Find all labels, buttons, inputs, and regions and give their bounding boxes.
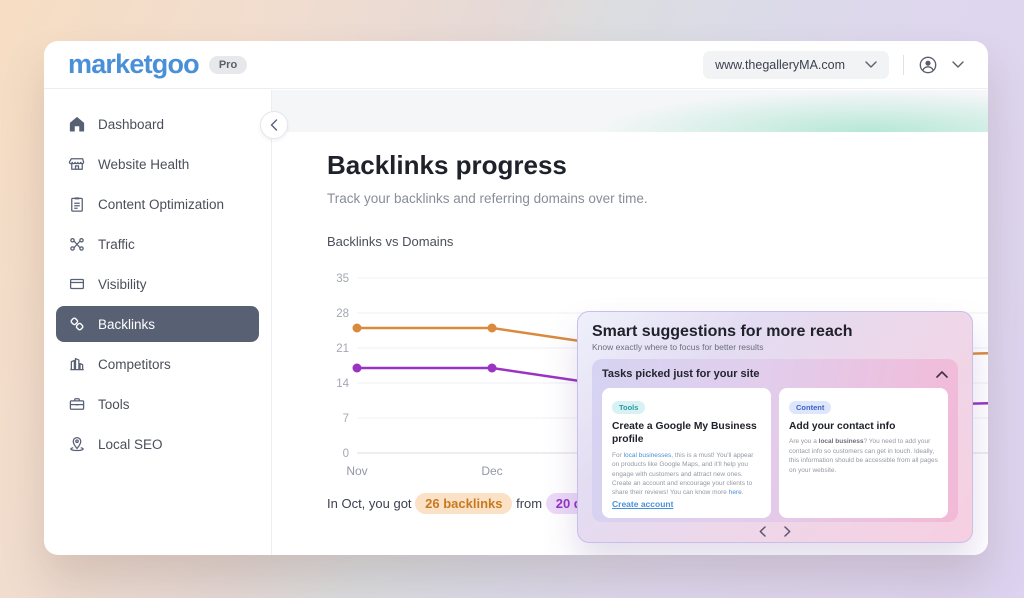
svg-text:35: 35 [336, 273, 349, 285]
svg-text:0: 0 [343, 448, 349, 460]
svg-text:21: 21 [336, 343, 349, 355]
svg-text:Dec: Dec [481, 464, 502, 478]
svg-text:7: 7 [343, 413, 349, 425]
svg-text:Nov: Nov [346, 464, 367, 478]
svg-text:28: 28 [336, 308, 349, 320]
svg-text:14: 14 [336, 378, 349, 390]
